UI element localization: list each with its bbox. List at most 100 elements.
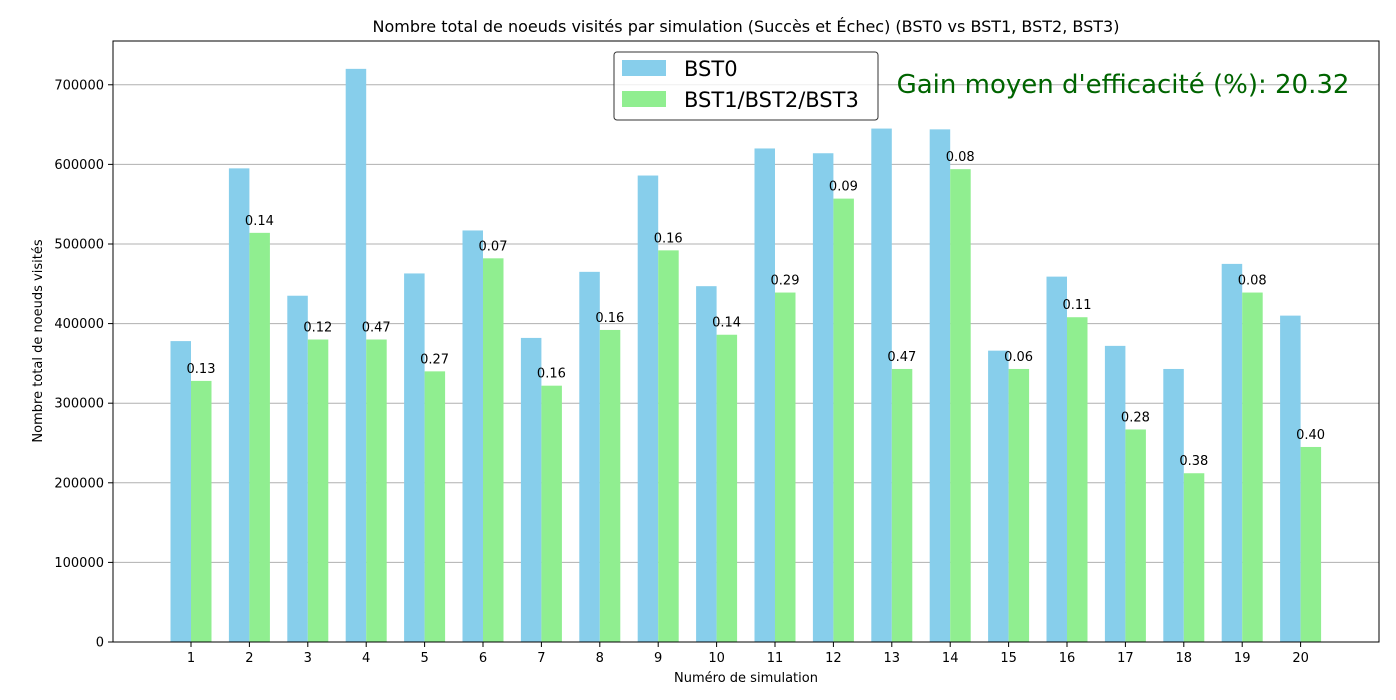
bar-data-label: 0.07: [479, 239, 508, 254]
x-tick-label: 4: [362, 651, 370, 666]
bar-bst1: [1242, 292, 1263, 642]
x-tick-label: 20: [1292, 651, 1309, 666]
x-tick-label: 17: [1117, 651, 1134, 666]
bar-data-label: 0.09: [829, 180, 858, 195]
bar-bst0: [1046, 276, 1067, 642]
y-tick-label: 700000: [54, 78, 104, 93]
bar-bst0: [812, 153, 834, 642]
bar-bst1: [1183, 473, 1205, 642]
bar-bst1: [833, 198, 854, 642]
x-tick-label: 9: [654, 651, 662, 666]
x-tick-label: 19: [1234, 651, 1251, 666]
bar-bst1: [891, 368, 913, 642]
x-tick-label: 2: [245, 651, 253, 666]
bar-bst1: [1300, 446, 1322, 642]
bar-bst0: [1163, 368, 1184, 642]
bar-labels-group: 0.13 0.14 0.12 0.47 0.27 0.07 0.16 0.16 0.16 0.14…: [187, 150, 1326, 469]
bar-bst0: [170, 341, 191, 642]
y-tick-label: 400000: [54, 317, 104, 332]
x-tick-label: 15: [1000, 651, 1017, 666]
x-axis: 1 2 3 4 5 6 7 8 9 10 11 12 13 14 15 16 17 18 19 20: [187, 642, 1309, 666]
legend-label-bst0: BST0: [684, 57, 738, 81]
bar-bst0: [462, 230, 483, 643]
bar-bst1: [716, 334, 738, 642]
x-tick-label: 11: [767, 651, 784, 666]
legend-swatch-bst1: [622, 91, 666, 107]
bar-data-label: 0.13: [187, 362, 216, 377]
plot-frame: [112, 40, 1380, 643]
y-tick-label: 200000: [54, 476, 104, 491]
bar-bst0: [988, 350, 1009, 642]
legend: BST0 BST1/BST2/BST3: [613, 51, 879, 121]
bar-bst0: [287, 295, 308, 642]
bar-bst1: [249, 232, 270, 642]
legend-box: [613, 51, 879, 121]
legend-swatch-bst0: [622, 60, 666, 76]
chart-title: Nombre total de noeuds visités par simul…: [373, 17, 1120, 36]
bar-data-label: 0.38: [1179, 454, 1208, 469]
bar-bst0: [404, 273, 425, 642]
bar-bst1: [366, 339, 387, 642]
x-tick-label: 3: [304, 651, 312, 666]
bar-data-label: 0.12: [303, 321, 332, 336]
bar-data-label: 0.11: [1063, 298, 1092, 313]
y-tick-label: 0: [96, 636, 104, 651]
bar-data-label: 0.16: [654, 231, 683, 246]
bar-bst1: [424, 371, 446, 642]
bar-data-label: 0.40: [1296, 428, 1325, 443]
bar-bst1: [1125, 429, 1146, 642]
bar-bst0: [929, 129, 951, 642]
y-axis-label: Nombre total de noeuds visités: [31, 239, 46, 442]
y-axis: 0 100000 200000 300000 400000 500000 600000 700…: [54, 78, 113, 651]
bar-bst0: [1104, 345, 1126, 642]
bar-bst0: [1280, 315, 1301, 642]
bar-bst1: [1008, 368, 1030, 642]
x-tick-label: 7: [537, 651, 545, 666]
bar-data-label: 0.28: [1121, 410, 1150, 425]
x-tick-label: 5: [420, 651, 428, 666]
bar-bst0: [871, 128, 892, 642]
bar-data-label: 0.47: [887, 350, 916, 365]
y-tick-label: 100000: [54, 556, 104, 571]
bar-data-label: 0.08: [946, 150, 975, 165]
y-tick-label: 500000: [54, 237, 104, 252]
x-tick-label: 14: [942, 651, 959, 666]
x-tick-label: 10: [708, 651, 725, 666]
bar-bst0: [696, 286, 717, 642]
bar-data-label: 0.16: [537, 367, 566, 382]
bar-bst1: [658, 250, 679, 642]
bar-bst1: [950, 169, 971, 642]
x-tick-label: 16: [1059, 651, 1076, 666]
bar-data-label: 0.16: [595, 311, 624, 326]
y-tick-label: 600000: [54, 158, 104, 173]
bar-bst1: [775, 292, 796, 642]
bar-data-label: 0.06: [1004, 350, 1033, 365]
bar-bst1: [191, 380, 212, 642]
bar-bst0: [754, 148, 775, 643]
legend-label-bst1: BST1/BST2/BST3: [684, 88, 859, 112]
bar-data-label: 0.14: [245, 214, 274, 229]
bar-bst0: [637, 175, 659, 642]
bar-data-label: 0.29: [771, 274, 800, 289]
x-tick-label: 6: [479, 651, 487, 666]
bar-bst0: [579, 271, 600, 642]
bar-bst0: [1221, 263, 1243, 642]
bar-bst1: [307, 339, 329, 642]
x-tick-label: 1: [187, 651, 195, 666]
bar-bst1: [599, 329, 621, 642]
bar-bst1: [541, 385, 562, 642]
bar-bst1: [1067, 317, 1088, 642]
bar-bst0: [345, 68, 367, 643]
bar-data-label: 0.08: [1238, 274, 1267, 289]
x-tick-label: 8: [596, 651, 604, 666]
bars-group: [170, 68, 1322, 643]
bar-bst1: [483, 258, 504, 642]
x-tick-label: 18: [1176, 651, 1193, 666]
bar-bst0: [520, 337, 542, 642]
bar-bst0: [228, 168, 250, 642]
bar-data-label: 0.27: [420, 352, 449, 367]
bar-data-label: 0.14: [712, 316, 741, 331]
x-tick-label: 13: [884, 651, 901, 666]
efficiency-gain-annotation: Gain moyen d'efficacité (%): 20.32: [897, 70, 1350, 100]
